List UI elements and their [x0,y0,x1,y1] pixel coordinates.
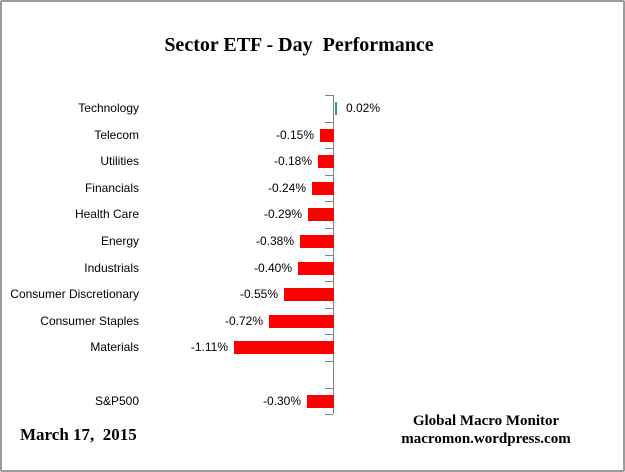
negative-bar [320,129,334,142]
category-label: S&P500 [94,394,139,408]
category-label: Health Care [74,207,139,221]
value-label: -0.38% [255,234,294,248]
negative-bar [312,182,334,195]
category-label: Utilities [100,154,139,168]
category-tick [325,95,333,96]
negative-bar [234,341,334,354]
value-label: 0.02% [346,101,381,115]
category-tick [325,228,333,229]
category-tick [325,281,333,282]
category-tick [325,308,333,309]
category-label: Industrials [84,261,139,275]
category-label: Consumer Staples [40,314,139,328]
chart-title: Sector ETF - Day Performance [164,34,434,56]
value-label: -0.15% [275,128,314,142]
credit-block: Global Macro Monitor macromon.wordpress.… [346,412,623,448]
value-label: -0.18% [273,154,312,168]
credit-line1: Global Macro Monitor [412,413,560,429]
chart-row: S&P500 -0.30% [2,388,623,415]
negative-bar [318,155,334,168]
category-tick [325,148,333,149]
category-tick [325,414,333,415]
category-label: Energy [100,234,139,248]
value-label: -0.24% [267,181,306,195]
category-tick [325,255,333,256]
category-tick [325,334,333,335]
chart-row: Consumer Discretionary -0.55% [2,281,623,308]
category-tick [325,122,333,123]
negative-bar [307,395,334,408]
chart-row: Consumer Staples -0.72% [2,308,623,335]
chart-row: Energy -0.38% [2,228,623,255]
negative-bar [269,315,334,328]
chart-row: Industrials -0.40% [2,255,623,282]
negative-bar [284,288,334,301]
negative-bar [300,235,334,248]
chart-row: Financials -0.24% [2,175,623,202]
category-tick [325,175,333,176]
chart-row: Utilities -0.18% [2,148,623,175]
category-tick [325,361,333,362]
category-label: Consumer Discretionary [10,287,139,301]
category-label: Materials [90,340,139,354]
value-label: -0.72% [224,314,263,328]
category-tick [325,388,333,389]
value-label: -0.30% [262,394,301,408]
chart-row: Telecom -0.15% [2,122,623,149]
value-label: -0.29% [263,207,302,221]
category-label: Telecom [94,128,139,142]
positive-bar [335,102,337,115]
category-tick [325,201,333,202]
category-label: Financials [84,181,139,195]
negative-bar [308,208,334,221]
chart-row: Technology 0.02% [2,95,623,122]
chart-row: Materials -1.11% [2,334,623,361]
chart-row: Health Care -0.29% [2,201,623,228]
chart-row [2,361,623,388]
value-label: -0.40% [253,261,292,275]
category-label: Technology [78,101,139,115]
footer-date: March 17, 2015 [20,425,137,444]
value-label: -1.11% [190,340,228,354]
negative-bar [298,262,334,275]
credit-line2: macromon.wordpress.com [401,431,571,447]
value-axis-line [333,95,334,414]
value-label: -0.55% [239,287,278,301]
